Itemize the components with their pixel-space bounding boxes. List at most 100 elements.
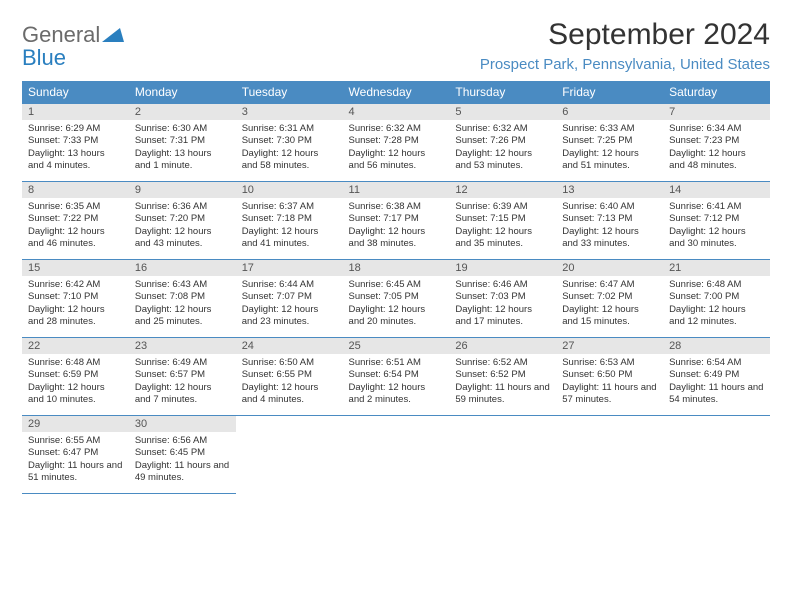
day-number: 6: [556, 104, 663, 120]
day-number: 5: [449, 104, 556, 120]
sunrise-text: Sunrise: 6:47 AM: [562, 279, 657, 291]
day-body: Sunrise: 6:43 AMSunset: 7:08 PMDaylight:…: [129, 276, 236, 332]
header: General Blue September 2024 Prospect Par…: [22, 18, 770, 73]
calendar-day-cell: 10Sunrise: 6:37 AMSunset: 7:18 PMDayligh…: [236, 182, 343, 260]
sunset-text: Sunset: 6:45 PM: [135, 447, 230, 459]
sunrise-text: Sunrise: 6:50 AM: [242, 357, 337, 369]
calendar-day-cell: 16Sunrise: 6:43 AMSunset: 7:08 PMDayligh…: [129, 260, 236, 338]
sunset-text: Sunset: 6:52 PM: [455, 369, 550, 381]
daylight-text: Daylight: 11 hours and 57 minutes.: [562, 382, 657, 407]
day-body: Sunrise: 6:34 AMSunset: 7:23 PMDaylight:…: [663, 120, 770, 176]
day-number: 22: [22, 338, 129, 354]
sunrise-text: Sunrise: 6:31 AM: [242, 123, 337, 135]
daylight-text: Daylight: 12 hours and 15 minutes.: [562, 304, 657, 329]
logo: General Blue: [22, 24, 124, 70]
sunrise-text: Sunrise: 6:48 AM: [28, 357, 123, 369]
calendar-day-cell: 11Sunrise: 6:38 AMSunset: 7:17 PMDayligh…: [343, 182, 450, 260]
sunrise-text: Sunrise: 6:48 AM: [669, 279, 764, 291]
calendar-day-cell: 27Sunrise: 6:53 AMSunset: 6:50 PMDayligh…: [556, 338, 663, 416]
sunset-text: Sunset: 7:33 PM: [28, 135, 123, 147]
day-number: 12: [449, 182, 556, 198]
weekday-header: Tuesday: [236, 81, 343, 104]
sunrise-text: Sunrise: 6:37 AM: [242, 201, 337, 213]
daylight-text: Daylight: 12 hours and 33 minutes.: [562, 226, 657, 251]
sunset-text: Sunset: 7:12 PM: [669, 213, 764, 225]
sunset-text: Sunset: 6:49 PM: [669, 369, 764, 381]
daylight-text: Daylight: 12 hours and 51 minutes.: [562, 148, 657, 173]
day-body: Sunrise: 6:49 AMSunset: 6:57 PMDaylight:…: [129, 354, 236, 410]
calendar-day-cell: 12Sunrise: 6:39 AMSunset: 7:15 PMDayligh…: [449, 182, 556, 260]
day-body: Sunrise: 6:47 AMSunset: 7:02 PMDaylight:…: [556, 276, 663, 332]
calendar-day-cell: [236, 416, 343, 494]
day-body: Sunrise: 6:42 AMSunset: 7:10 PMDaylight:…: [22, 276, 129, 332]
sunset-text: Sunset: 7:15 PM: [455, 213, 550, 225]
day-number: 19: [449, 260, 556, 276]
sunset-text: Sunset: 7:18 PM: [242, 213, 337, 225]
day-body: Sunrise: 6:45 AMSunset: 7:05 PMDaylight:…: [343, 276, 450, 332]
sunset-text: Sunset: 6:55 PM: [242, 369, 337, 381]
sunset-text: Sunset: 7:02 PM: [562, 291, 657, 303]
day-number: 30: [129, 416, 236, 432]
day-body: Sunrise: 6:40 AMSunset: 7:13 PMDaylight:…: [556, 198, 663, 254]
calendar-day-cell: 1Sunrise: 6:29 AMSunset: 7:33 PMDaylight…: [22, 104, 129, 182]
calendar-day-cell: 2Sunrise: 6:30 AMSunset: 7:31 PMDaylight…: [129, 104, 236, 182]
weekday-header: Monday: [129, 81, 236, 104]
daylight-text: Daylight: 12 hours and 12 minutes.: [669, 304, 764, 329]
sunset-text: Sunset: 7:05 PM: [349, 291, 444, 303]
title-block: September 2024 Prospect Park, Pennsylvan…: [480, 18, 770, 73]
sunset-text: Sunset: 7:28 PM: [349, 135, 444, 147]
calendar-day-cell: 28Sunrise: 6:54 AMSunset: 6:49 PMDayligh…: [663, 338, 770, 416]
day-number: 27: [556, 338, 663, 354]
sunrise-text: Sunrise: 6:56 AM: [135, 435, 230, 447]
sunset-text: Sunset: 7:07 PM: [242, 291, 337, 303]
day-body: Sunrise: 6:29 AMSunset: 7:33 PMDaylight:…: [22, 120, 129, 176]
sunrise-text: Sunrise: 6:38 AM: [349, 201, 444, 213]
day-body: Sunrise: 6:30 AMSunset: 7:31 PMDaylight:…: [129, 120, 236, 176]
daylight-text: Daylight: 12 hours and 53 minutes.: [455, 148, 550, 173]
day-number: 29: [22, 416, 129, 432]
sunset-text: Sunset: 6:54 PM: [349, 369, 444, 381]
calendar-week-row: 8Sunrise: 6:35 AMSunset: 7:22 PMDaylight…: [22, 182, 770, 260]
daylight-text: Daylight: 11 hours and 54 minutes.: [669, 382, 764, 407]
calendar-header-row: SundayMondayTuesdayWednesdayThursdayFrid…: [22, 81, 770, 104]
day-number: 14: [663, 182, 770, 198]
daylight-text: Daylight: 12 hours and 30 minutes.: [669, 226, 764, 251]
sunset-text: Sunset: 6:57 PM: [135, 369, 230, 381]
sunrise-text: Sunrise: 6:36 AM: [135, 201, 230, 213]
daylight-text: Daylight: 12 hours and 56 minutes.: [349, 148, 444, 173]
sunset-text: Sunset: 6:47 PM: [28, 447, 123, 459]
logo-word2: Blue: [22, 45, 66, 70]
sunrise-text: Sunrise: 6:43 AM: [135, 279, 230, 291]
day-body: Sunrise: 6:53 AMSunset: 6:50 PMDaylight:…: [556, 354, 663, 410]
day-body: Sunrise: 6:51 AMSunset: 6:54 PMDaylight:…: [343, 354, 450, 410]
sunrise-text: Sunrise: 6:54 AM: [669, 357, 764, 369]
sunset-text: Sunset: 6:59 PM: [28, 369, 123, 381]
sunrise-text: Sunrise: 6:41 AM: [669, 201, 764, 213]
calendar-day-cell: 25Sunrise: 6:51 AMSunset: 6:54 PMDayligh…: [343, 338, 450, 416]
sunset-text: Sunset: 7:10 PM: [28, 291, 123, 303]
calendar-day-cell: 20Sunrise: 6:47 AMSunset: 7:02 PMDayligh…: [556, 260, 663, 338]
calendar-day-cell: [449, 416, 556, 494]
day-body: Sunrise: 6:32 AMSunset: 7:26 PMDaylight:…: [449, 120, 556, 176]
calendar-day-cell: 26Sunrise: 6:52 AMSunset: 6:52 PMDayligh…: [449, 338, 556, 416]
sunrise-text: Sunrise: 6:33 AM: [562, 123, 657, 135]
sunrise-text: Sunrise: 6:53 AM: [562, 357, 657, 369]
day-number: 24: [236, 338, 343, 354]
day-number: 26: [449, 338, 556, 354]
day-body: Sunrise: 6:48 AMSunset: 7:00 PMDaylight:…: [663, 276, 770, 332]
sunset-text: Sunset: 7:23 PM: [669, 135, 764, 147]
sunset-text: Sunset: 7:20 PM: [135, 213, 230, 225]
sunrise-text: Sunrise: 6:55 AM: [28, 435, 123, 447]
daylight-text: Daylight: 12 hours and 58 minutes.: [242, 148, 337, 173]
day-body: Sunrise: 6:41 AMSunset: 7:12 PMDaylight:…: [663, 198, 770, 254]
day-body: Sunrise: 6:56 AMSunset: 6:45 PMDaylight:…: [129, 432, 236, 488]
day-body: Sunrise: 6:35 AMSunset: 7:22 PMDaylight:…: [22, 198, 129, 254]
daylight-text: Daylight: 12 hours and 43 minutes.: [135, 226, 230, 251]
day-body: Sunrise: 6:50 AMSunset: 6:55 PMDaylight:…: [236, 354, 343, 410]
sunrise-text: Sunrise: 6:52 AM: [455, 357, 550, 369]
day-number: 9: [129, 182, 236, 198]
calendar-day-cell: 18Sunrise: 6:45 AMSunset: 7:05 PMDayligh…: [343, 260, 450, 338]
calendar-day-cell: 4Sunrise: 6:32 AMSunset: 7:28 PMDaylight…: [343, 104, 450, 182]
day-number: 1: [22, 104, 129, 120]
sunset-text: Sunset: 7:17 PM: [349, 213, 444, 225]
